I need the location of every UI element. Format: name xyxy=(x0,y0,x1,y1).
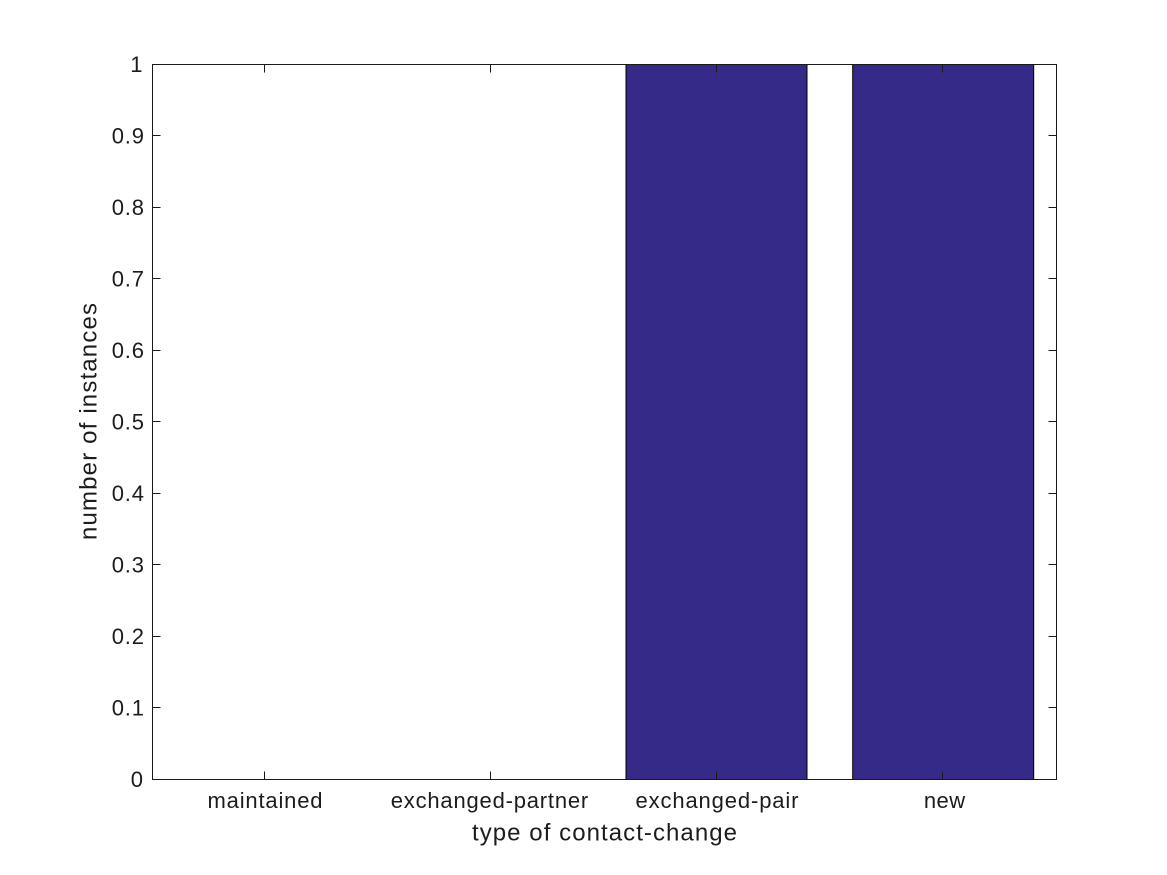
svg-text:0.5: 0.5 xyxy=(112,409,144,434)
svg-text:0.9: 0.9 xyxy=(112,123,144,148)
svg-text:0.2: 0.2 xyxy=(112,624,144,649)
svg-text:exchanged-partner: exchanged-partner xyxy=(391,788,589,813)
svg-text:exchanged-pair: exchanged-pair xyxy=(636,788,799,813)
svg-text:maintained: maintained xyxy=(208,788,323,813)
svg-text:0.6: 0.6 xyxy=(112,338,144,363)
svg-text:number of instances: number of instances xyxy=(76,303,103,540)
svg-text:0.7: 0.7 xyxy=(112,266,144,291)
svg-text:1: 1 xyxy=(130,52,142,77)
svg-text:new: new xyxy=(924,788,965,813)
svg-text:0.8: 0.8 xyxy=(112,195,144,220)
svg-text:0.4: 0.4 xyxy=(112,481,144,506)
svg-text:0.3: 0.3 xyxy=(112,552,144,577)
svg-text:0: 0 xyxy=(131,767,143,792)
svg-text:0.1: 0.1 xyxy=(112,695,144,720)
svg-text:type of contact-change: type of contact-change xyxy=(472,820,737,847)
